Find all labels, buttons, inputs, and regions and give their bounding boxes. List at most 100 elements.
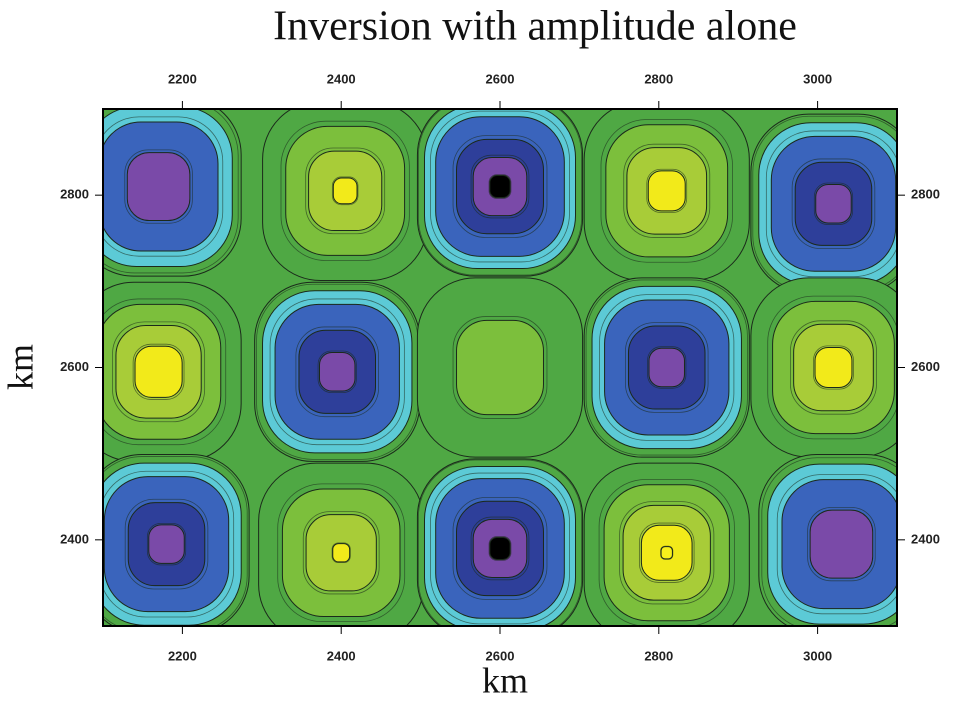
contour-line	[761, 457, 897, 626]
contour-line	[470, 516, 530, 581]
contour-line	[103, 456, 248, 626]
y-tick-label: 2800	[911, 187, 940, 202]
contour-line	[598, 478, 735, 626]
contour-line	[305, 147, 386, 235]
anomaly	[750, 277, 897, 458]
anomaly	[254, 281, 421, 462]
x-tick-label: 3000	[803, 648, 832, 663]
contour-line	[791, 158, 876, 250]
contour-line	[331, 176, 359, 206]
anomaly	[258, 462, 425, 626]
contour-band	[809, 509, 874, 579]
contour-line	[600, 119, 733, 263]
contour-line	[813, 345, 854, 390]
y-tick-label: 2400	[60, 531, 89, 546]
y-tick-label: 2600	[911, 359, 940, 374]
anomaly	[416, 109, 584, 277]
x-tick-label: 2200	[168, 71, 197, 86]
contour-line	[452, 316, 548, 419]
contour-band	[134, 345, 183, 398]
contour-line	[430, 472, 570, 625]
contour-line	[599, 294, 735, 441]
contour-line	[660, 545, 674, 560]
contour-line	[767, 295, 897, 440]
contour-line	[488, 536, 512, 561]
anomaly	[103, 109, 242, 277]
anomaly	[416, 458, 584, 626]
contour-line	[646, 168, 688, 213]
contour-band	[489, 175, 511, 199]
contour-line	[765, 130, 897, 278]
contour-band	[126, 152, 191, 222]
contour-line	[302, 511, 380, 595]
contour-line	[269, 298, 405, 446]
contour-line	[418, 459, 582, 626]
contour-line	[430, 110, 570, 263]
contour-band	[332, 177, 358, 205]
y-tick-label: 2800	[60, 187, 89, 202]
contour-field	[103, 109, 897, 626]
contour-band	[648, 347, 685, 388]
contour-line	[619, 501, 715, 605]
x-tick-label: 2600	[486, 71, 515, 86]
x-tick-label: 2400	[327, 71, 356, 86]
x-tick-label: 2400	[327, 648, 356, 663]
contour-line	[280, 120, 410, 261]
contour-line	[418, 109, 582, 276]
contour-line	[146, 522, 187, 566]
contour-line	[277, 483, 406, 623]
contour-line	[625, 322, 709, 413]
anomaly	[583, 277, 750, 458]
contour-band	[456, 319, 544, 416]
y-tick-label: 2400	[911, 531, 940, 546]
contour-band	[332, 543, 351, 563]
y-tick-label: 2600	[60, 359, 89, 374]
contour-band	[815, 184, 852, 224]
contour-line	[585, 279, 748, 456]
anomaly	[758, 454, 897, 626]
contour-band	[489, 536, 511, 560]
anomaly	[416, 277, 584, 458]
x-tick-label: 2800	[644, 648, 673, 663]
contour-line	[623, 143, 711, 238]
contour-line	[103, 109, 239, 274]
anomaly	[583, 109, 750, 281]
x-tick-label: 2200	[168, 648, 197, 663]
contour-line	[470, 154, 530, 219]
contour-line	[124, 149, 193, 224]
anomaly	[750, 113, 897, 294]
contour-band	[814, 346, 853, 389]
contour-line	[124, 498, 209, 590]
contour-line	[813, 182, 854, 225]
x-tick-label: 2600	[486, 648, 515, 663]
contour-line	[807, 507, 876, 582]
x-axis-label: km	[482, 660, 528, 700]
contour-line	[103, 470, 235, 618]
anomaly	[583, 462, 750, 626]
contour-line	[776, 474, 897, 615]
anomaly	[103, 281, 242, 462]
contour-band	[148, 524, 185, 564]
contour-band	[647, 170, 686, 212]
contour-line	[452, 497, 548, 600]
chart-title: Inversion with amplitude alone	[273, 4, 797, 50]
contour-line	[790, 320, 877, 415]
x-tick-label: 3000	[803, 71, 832, 86]
contour-line	[103, 298, 227, 446]
y-axis-label: km	[0, 344, 40, 390]
contour-band	[660, 546, 673, 560]
contour-line	[638, 522, 695, 583]
contour-line	[103, 116, 224, 257]
contour-line	[488, 174, 512, 199]
x-tick-label: 2800	[644, 71, 673, 86]
contour-line	[452, 135, 548, 238]
contour-line	[132, 343, 185, 400]
contour-line	[295, 326, 379, 418]
anomaly	[103, 454, 250, 626]
contour-line	[331, 542, 351, 564]
contour-line	[112, 321, 206, 423]
contour-line	[647, 346, 687, 389]
anomaly	[262, 109, 429, 281]
contour-band	[318, 352, 356, 392]
